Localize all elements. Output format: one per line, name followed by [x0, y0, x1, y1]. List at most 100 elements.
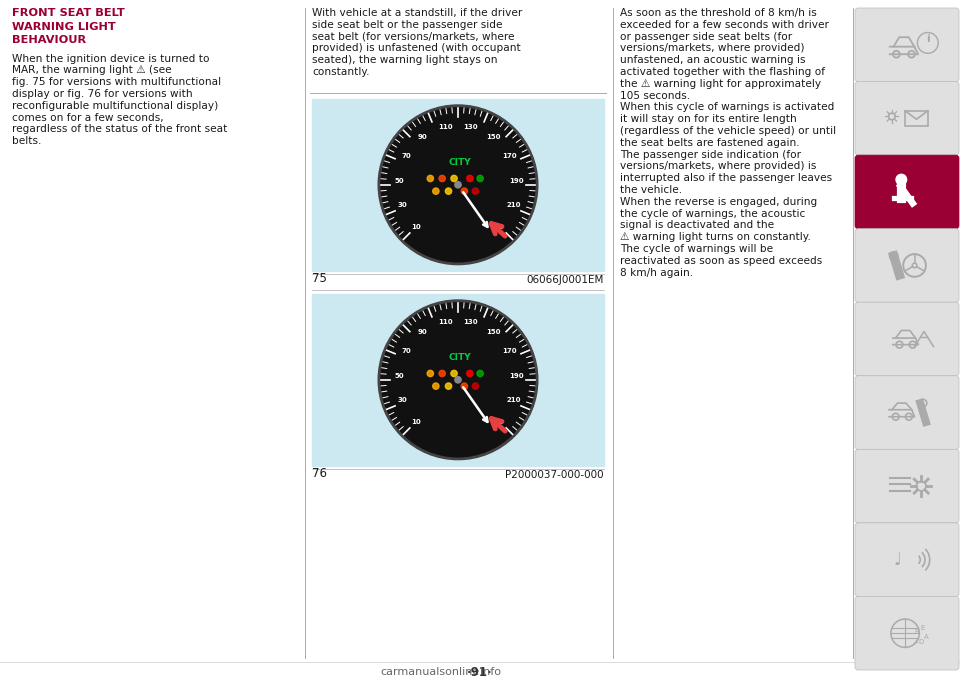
Text: belts.: belts. [12, 136, 41, 146]
Text: comes on for a few seconds,: comes on for a few seconds, [12, 113, 163, 123]
Circle shape [445, 383, 451, 389]
Text: 190: 190 [510, 373, 524, 378]
FancyBboxPatch shape [855, 376, 959, 450]
Circle shape [439, 370, 445, 377]
Text: WARNING LIGHT: WARNING LIGHT [12, 22, 116, 31]
Text: exceeded for a few seconds with driver: exceeded for a few seconds with driver [620, 20, 828, 30]
Bar [312, 294, 604, 466]
Circle shape [477, 370, 483, 377]
Bar [312, 99, 604, 271]
Text: 110: 110 [438, 124, 453, 130]
Text: 90: 90 [418, 330, 427, 336]
Text: (regardless of the vehicle speed) or until: (regardless of the vehicle speed) or unt… [620, 126, 836, 136]
Text: 130: 130 [464, 124, 478, 130]
Text: unfastened, an acoustic warning is: unfastened, an acoustic warning is [620, 55, 805, 65]
Text: i: i [926, 34, 929, 44]
Text: As soon as the threshold of 8 km/h is: As soon as the threshold of 8 km/h is [620, 8, 817, 18]
Text: When this cycle of warnings is activated: When this cycle of warnings is activated [620, 102, 834, 113]
Text: 105 seconds.: 105 seconds. [620, 91, 690, 100]
Text: 50: 50 [395, 373, 404, 378]
Text: 170: 170 [503, 153, 517, 159]
Text: 30: 30 [495, 418, 505, 424]
Circle shape [472, 188, 479, 195]
Text: carmanualsonline: carmanualsonline [381, 667, 480, 677]
Text: the ⚠ warning light for approximately: the ⚠ warning light for approximately [620, 79, 821, 89]
Text: info: info [480, 667, 501, 677]
Circle shape [433, 188, 439, 195]
Text: interrupted also if the passenger leaves: interrupted also if the passenger leaves [620, 173, 832, 183]
Text: ⚠ warning light turns on constantly.: ⚠ warning light turns on constantly. [620, 232, 811, 242]
Text: MAR, the warning light ⚠ (see: MAR, the warning light ⚠ (see [12, 65, 172, 75]
Text: 30: 30 [495, 224, 505, 230]
Text: 06066J0001EM: 06066J0001EM [527, 275, 604, 285]
Circle shape [455, 377, 461, 383]
Text: 76: 76 [312, 466, 327, 480]
Text: the seat belts are fastened again.: the seat belts are fastened again. [620, 138, 800, 148]
Bar [905, 111, 927, 126]
Text: Z: Z [914, 638, 919, 644]
Text: 30: 30 [397, 203, 407, 208]
Text: A: A [924, 634, 928, 640]
Text: 90: 90 [418, 134, 427, 140]
Text: FRONT SEAT BELT: FRONT SEAT BELT [12, 8, 125, 18]
Text: When the reverse is engaged, during: When the reverse is engaged, during [620, 197, 817, 207]
FancyBboxPatch shape [855, 155, 959, 228]
Text: 170: 170 [503, 348, 517, 355]
Text: reconfigurable multifunctional display): reconfigurable multifunctional display) [12, 101, 218, 111]
FancyBboxPatch shape [855, 450, 959, 523]
Text: 70: 70 [401, 153, 411, 159]
Text: versions/markets, where provided): versions/markets, where provided) [620, 43, 804, 54]
Text: When the ignition device is turned to: When the ignition device is turned to [12, 54, 209, 64]
Text: seat belt (for versions/markets, where: seat belt (for versions/markets, where [312, 32, 515, 41]
Text: 70: 70 [401, 348, 411, 355]
Circle shape [461, 383, 468, 389]
Circle shape [455, 182, 461, 188]
FancyBboxPatch shape [855, 302, 959, 376]
Text: ♩: ♩ [894, 551, 901, 569]
Circle shape [451, 370, 457, 377]
Text: BEHAVIOUR: BEHAVIOUR [12, 35, 86, 45]
Text: ·91·: ·91· [468, 666, 492, 678]
Circle shape [379, 300, 538, 459]
Circle shape [467, 370, 473, 377]
Text: versions/markets, where provided) is: versions/markets, where provided) is [620, 161, 816, 172]
Text: 10: 10 [411, 224, 421, 230]
Text: 210: 210 [506, 397, 520, 403]
Text: 150: 150 [486, 330, 501, 336]
Text: CITY: CITY [448, 158, 471, 167]
Text: the vehicle.: the vehicle. [620, 185, 683, 195]
Circle shape [379, 106, 538, 264]
FancyBboxPatch shape [855, 597, 959, 670]
Text: 50: 50 [395, 178, 404, 184]
Text: activated together with the flashing of: activated together with the flashing of [620, 67, 825, 77]
Text: it will stay on for its entire length: it will stay on for its entire length [620, 114, 797, 124]
Text: E: E [920, 624, 924, 631]
Text: seated), the warning light stays on: seated), the warning light stays on [312, 55, 497, 65]
Text: 110: 110 [438, 319, 453, 325]
Circle shape [896, 174, 906, 185]
Text: 75: 75 [312, 272, 326, 285]
Text: CITY: CITY [448, 353, 471, 362]
Text: the cycle of warnings, the acoustic: the cycle of warnings, the acoustic [620, 209, 805, 218]
Circle shape [461, 188, 468, 195]
Text: B: B [914, 629, 919, 635]
Text: display or fig. 76 for versions with: display or fig. 76 for versions with [12, 89, 193, 99]
Text: D: D [919, 639, 924, 645]
Text: 210: 210 [506, 203, 520, 208]
Text: 30: 30 [397, 397, 407, 403]
Text: 150: 150 [486, 134, 501, 140]
Text: constantly.: constantly. [312, 67, 370, 77]
Text: side seat belt or the passenger side: side seat belt or the passenger side [312, 20, 502, 30]
Text: The passenger side indication (for: The passenger side indication (for [620, 150, 801, 159]
Text: With vehicle at a standstill, if the driver: With vehicle at a standstill, if the dri… [312, 8, 522, 18]
Text: reactivated as soon as speed exceeds: reactivated as soon as speed exceeds [620, 256, 823, 266]
FancyBboxPatch shape [855, 523, 959, 597]
Circle shape [451, 176, 457, 182]
Circle shape [477, 176, 483, 182]
Circle shape [433, 383, 439, 389]
FancyBboxPatch shape [855, 81, 959, 155]
Text: 10: 10 [411, 418, 421, 424]
Circle shape [445, 188, 451, 195]
Text: 130: 130 [464, 319, 478, 325]
Text: or passenger side seat belts (for: or passenger side seat belts (for [620, 32, 792, 41]
